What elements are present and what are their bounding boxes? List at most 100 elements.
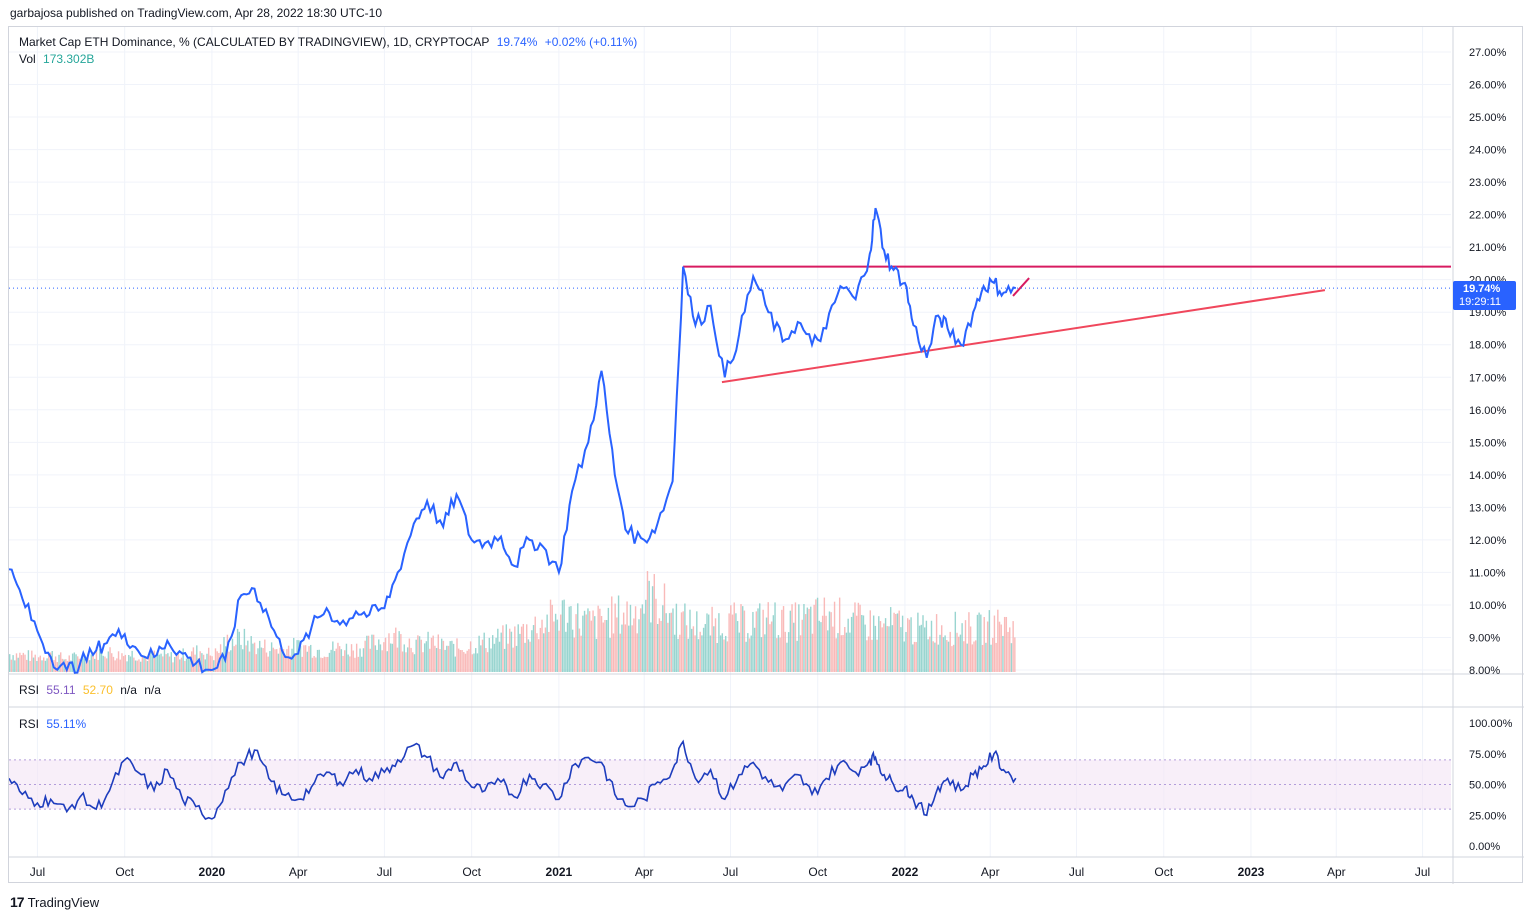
volume-bar — [248, 651, 251, 672]
tradingview-brand: TradingView — [27, 894, 100, 910]
volume-bar — [327, 656, 329, 672]
volume-bar — [966, 643, 968, 672]
y-tick-label: 14.00% — [1469, 470, 1507, 482]
volume-bar — [738, 632, 741, 672]
volume-bar — [192, 647, 195, 672]
volume-bar — [133, 657, 135, 672]
chart-canvas[interactable]: 8.00% 9.00% 10.00% 11.00% 12.00% 13.00% 14.00%… — [9, 27, 1524, 884]
volume-bar — [949, 631, 951, 672]
volume-bar — [878, 616, 880, 672]
volume-bar — [475, 648, 477, 672]
volume-bar — [355, 643, 358, 672]
price-tag-value: 19.74% — [1463, 283, 1501, 295]
volume-bar — [235, 644, 237, 672]
volume-bar — [537, 639, 540, 672]
volume-bar — [493, 643, 496, 672]
volume-bar — [497, 628, 499, 672]
volume-bar — [793, 622, 795, 672]
volume-bar — [245, 645, 247, 672]
volume-bar — [437, 634, 439, 672]
trend-line — [1012, 277, 1030, 297]
volume-bar — [633, 618, 635, 672]
volume-bar — [794, 602, 797, 672]
volume-bar — [918, 625, 921, 672]
volume-bar — [847, 618, 849, 672]
volume-bar — [837, 633, 839, 672]
volume-bar — [995, 642, 997, 672]
x-tick-label: 2022 — [892, 865, 919, 879]
volume-bar — [971, 644, 974, 672]
volume-bar — [769, 624, 771, 672]
volume-bar — [177, 653, 179, 672]
volume-bar — [566, 622, 569, 672]
volume-bar — [509, 628, 511, 672]
volume-bar — [328, 652, 331, 672]
volume-bar — [912, 644, 914, 672]
volume-bar — [107, 651, 110, 672]
volume-bar — [900, 627, 902, 672]
volume-bar — [454, 656, 456, 672]
volume-bar — [408, 638, 411, 672]
volume-bar — [922, 615, 924, 672]
volume-bar — [498, 641, 501, 672]
volume-bar — [961, 623, 963, 672]
volume-bar — [386, 651, 388, 672]
volume-bar — [714, 618, 717, 672]
volume-bar — [546, 614, 548, 672]
volume-bar — [835, 638, 837, 672]
volume-bar — [204, 659, 206, 672]
volume-bar — [524, 642, 526, 672]
x-tick-label: 2020 — [199, 865, 226, 879]
volume-bar — [952, 644, 955, 672]
volume-bar — [197, 658, 200, 672]
volume-bar — [573, 637, 576, 672]
tradingview-logo[interactable]: 17 TradingView — [10, 894, 99, 910]
volume-bar — [708, 614, 710, 672]
volume-bar — [22, 652, 25, 672]
volume-bar — [646, 571, 649, 672]
volume-bar — [889, 607, 892, 672]
volume-bar — [49, 652, 52, 672]
volume-bar — [787, 632, 790, 672]
volume-bar — [109, 647, 111, 672]
volume-bar — [594, 616, 596, 672]
volume-bar — [849, 632, 851, 672]
y-tick-label: 12.00% — [1469, 535, 1507, 547]
volume-bar — [270, 642, 273, 672]
volume-bar — [866, 640, 868, 672]
volume-bar — [554, 613, 557, 672]
volume-bar — [665, 613, 667, 672]
volume-bar — [274, 649, 276, 672]
x-tick-label: Apr — [289, 865, 308, 879]
volume-bar — [352, 650, 354, 672]
volume-bar — [388, 633, 390, 672]
volume-bar — [303, 645, 305, 672]
volume-bar — [575, 614, 577, 672]
volume-bar — [418, 636, 421, 672]
volume-bar — [862, 615, 865, 672]
volume-bar — [752, 611, 754, 672]
volume-bar — [881, 627, 883, 672]
volume-bar — [815, 599, 817, 672]
volume-bar — [313, 656, 315, 672]
volume-bar — [100, 649, 103, 672]
volume-bar — [680, 612, 683, 672]
grid — [9, 27, 1524, 884]
volume-bar — [184, 660, 186, 672]
rsi-tick-label: 75.00% — [1469, 749, 1507, 761]
volume-bar — [941, 625, 943, 672]
volume-bar — [185, 658, 188, 672]
volume-bar — [143, 655, 145, 672]
volume-bar — [301, 656, 303, 672]
volume-bar — [163, 649, 166, 672]
volume-bar — [111, 653, 113, 672]
x-tick-label: 2021 — [546, 865, 573, 879]
volume-bar — [367, 635, 370, 672]
volume-bar — [883, 623, 885, 672]
volume-bar — [626, 601, 628, 672]
volume-bar — [844, 627, 846, 672]
x-tick-label: Jul — [377, 865, 392, 879]
volume-bar — [277, 653, 280, 672]
volume-bar — [413, 654, 416, 672]
volume-bar — [406, 647, 409, 672]
